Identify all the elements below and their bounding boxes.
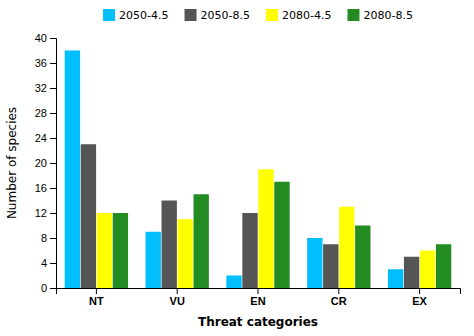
legend-swatch [103, 9, 115, 21]
bar [65, 51, 80, 289]
legend-swatch [266, 9, 278, 21]
y-tick: 36 [35, 57, 56, 69]
x-axis-line [57, 289, 461, 295]
y-tick-mark [50, 163, 56, 164]
bar [146, 232, 161, 288]
y-tick-label: 8 [41, 232, 47, 244]
legend-item: 2050-4.5 [103, 9, 168, 22]
legend: 2050-4.5 2050-8.5 2080-4.5 2080-8.5 [103, 9, 413, 22]
bar-series [97, 169, 436, 288]
bar [420, 251, 435, 289]
x-tick-label: CR [331, 295, 347, 307]
bar [113, 213, 128, 288]
y-tick-label: 16 [35, 182, 47, 194]
x-tick: EN [250, 288, 265, 307]
legend-item: 2080-8.5 [347, 9, 412, 22]
y-tick: 20 [35, 157, 56, 169]
x-tick-label: EN [250, 295, 265, 307]
x-tick-mark [338, 288, 339, 294]
x-tick: VU [170, 288, 185, 307]
bar [388, 269, 403, 288]
legend-label: 2050-8.5 [201, 9, 250, 22]
y-axis: 0 4 8 12 16 20 24 28 32 36 40 [35, 32, 57, 294]
y-tick-mark [50, 113, 56, 114]
y-tick-mark [50, 213, 56, 214]
legend-swatch [347, 9, 359, 21]
bar [97, 213, 112, 288]
bar [339, 207, 354, 288]
x-tick: CR [331, 288, 347, 307]
y-tick-label: 32 [35, 82, 47, 94]
x-tick-label: VU [170, 295, 185, 307]
x-tick-label: EX [412, 295, 427, 307]
bar [81, 144, 96, 288]
y-tick-mark [50, 88, 56, 89]
bar [162, 201, 177, 289]
bar [307, 238, 322, 288]
y-tick-label: 28 [35, 107, 47, 119]
bar [404, 257, 419, 288]
bars [65, 51, 452, 289]
y-tick: 28 [35, 107, 56, 119]
y-tick: 4 [41, 257, 56, 269]
y-tick-mark [50, 188, 56, 189]
y-tick: 24 [35, 132, 56, 144]
bar [178, 219, 193, 288]
y-tick: 0 [41, 282, 56, 294]
y-tick: 16 [35, 182, 56, 194]
bar [274, 182, 289, 288]
y-tick: 8 [41, 232, 56, 244]
y-axis-line [50, 39, 57, 289]
bar [355, 226, 370, 289]
y-tick-label: 12 [35, 207, 47, 219]
bar [436, 244, 451, 288]
y-axis-title: Number of species [5, 107, 19, 219]
y-tick-label: 0 [41, 282, 47, 294]
bar [226, 276, 241, 289]
y-tick: 12 [35, 207, 56, 219]
legend-swatch [185, 9, 197, 21]
x-tick: NT [89, 288, 104, 307]
y-tick-label: 24 [35, 132, 47, 144]
x-tick-mark [258, 288, 259, 294]
x-axis-title: Threat categories [198, 315, 318, 329]
bar-series [81, 144, 420, 288]
plot: 0 4 8 12 16 20 24 28 32 36 40 NT VU EN CR EX [35, 32, 461, 307]
y-tick-mark [50, 38, 56, 39]
legend-label: 2050-4.5 [119, 9, 168, 22]
y-tick-mark [50, 288, 56, 289]
y-tick-mark [50, 63, 56, 64]
bar-series [113, 182, 452, 288]
y-tick: 32 [35, 82, 56, 94]
legend-label: 2080-4.5 [282, 9, 331, 22]
bar-series [65, 51, 404, 289]
x-tick: EX [412, 288, 427, 307]
chart: 0 4 8 12 16 20 24 28 32 36 40 NT VU EN CR EX Threat cate… [0, 0, 474, 336]
bar [194, 194, 209, 288]
x-axis: NT VU EN CR EX [57, 288, 461, 307]
y-tick-label: 4 [41, 257, 47, 269]
bar [258, 169, 273, 288]
bar [242, 213, 257, 288]
bar [323, 244, 338, 288]
y-tick-mark [50, 238, 56, 239]
legend-item: 2080-4.5 [266, 9, 331, 22]
x-tick-mark [96, 288, 97, 294]
y-tick-mark [50, 263, 56, 264]
x-tick-mark [419, 288, 420, 294]
y-tick-label: 36 [35, 57, 47, 69]
legend-item: 2050-8.5 [185, 9, 250, 22]
y-tick-label: 20 [35, 157, 47, 169]
legend-label: 2080-8.5 [363, 9, 412, 22]
y-tick-mark [50, 138, 56, 139]
y-tick-label: 40 [35, 32, 47, 44]
x-tick-label: NT [89, 295, 104, 307]
y-tick: 40 [35, 32, 56, 44]
x-tick-mark [177, 288, 178, 294]
